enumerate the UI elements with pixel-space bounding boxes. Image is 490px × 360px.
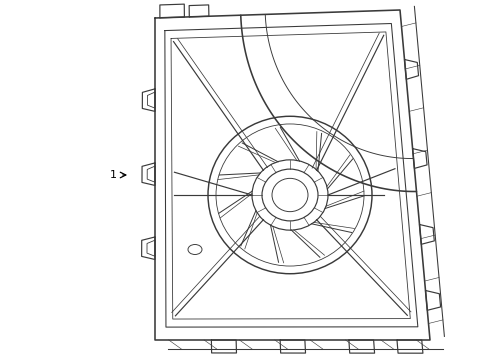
Text: 1: 1 [109, 170, 117, 180]
